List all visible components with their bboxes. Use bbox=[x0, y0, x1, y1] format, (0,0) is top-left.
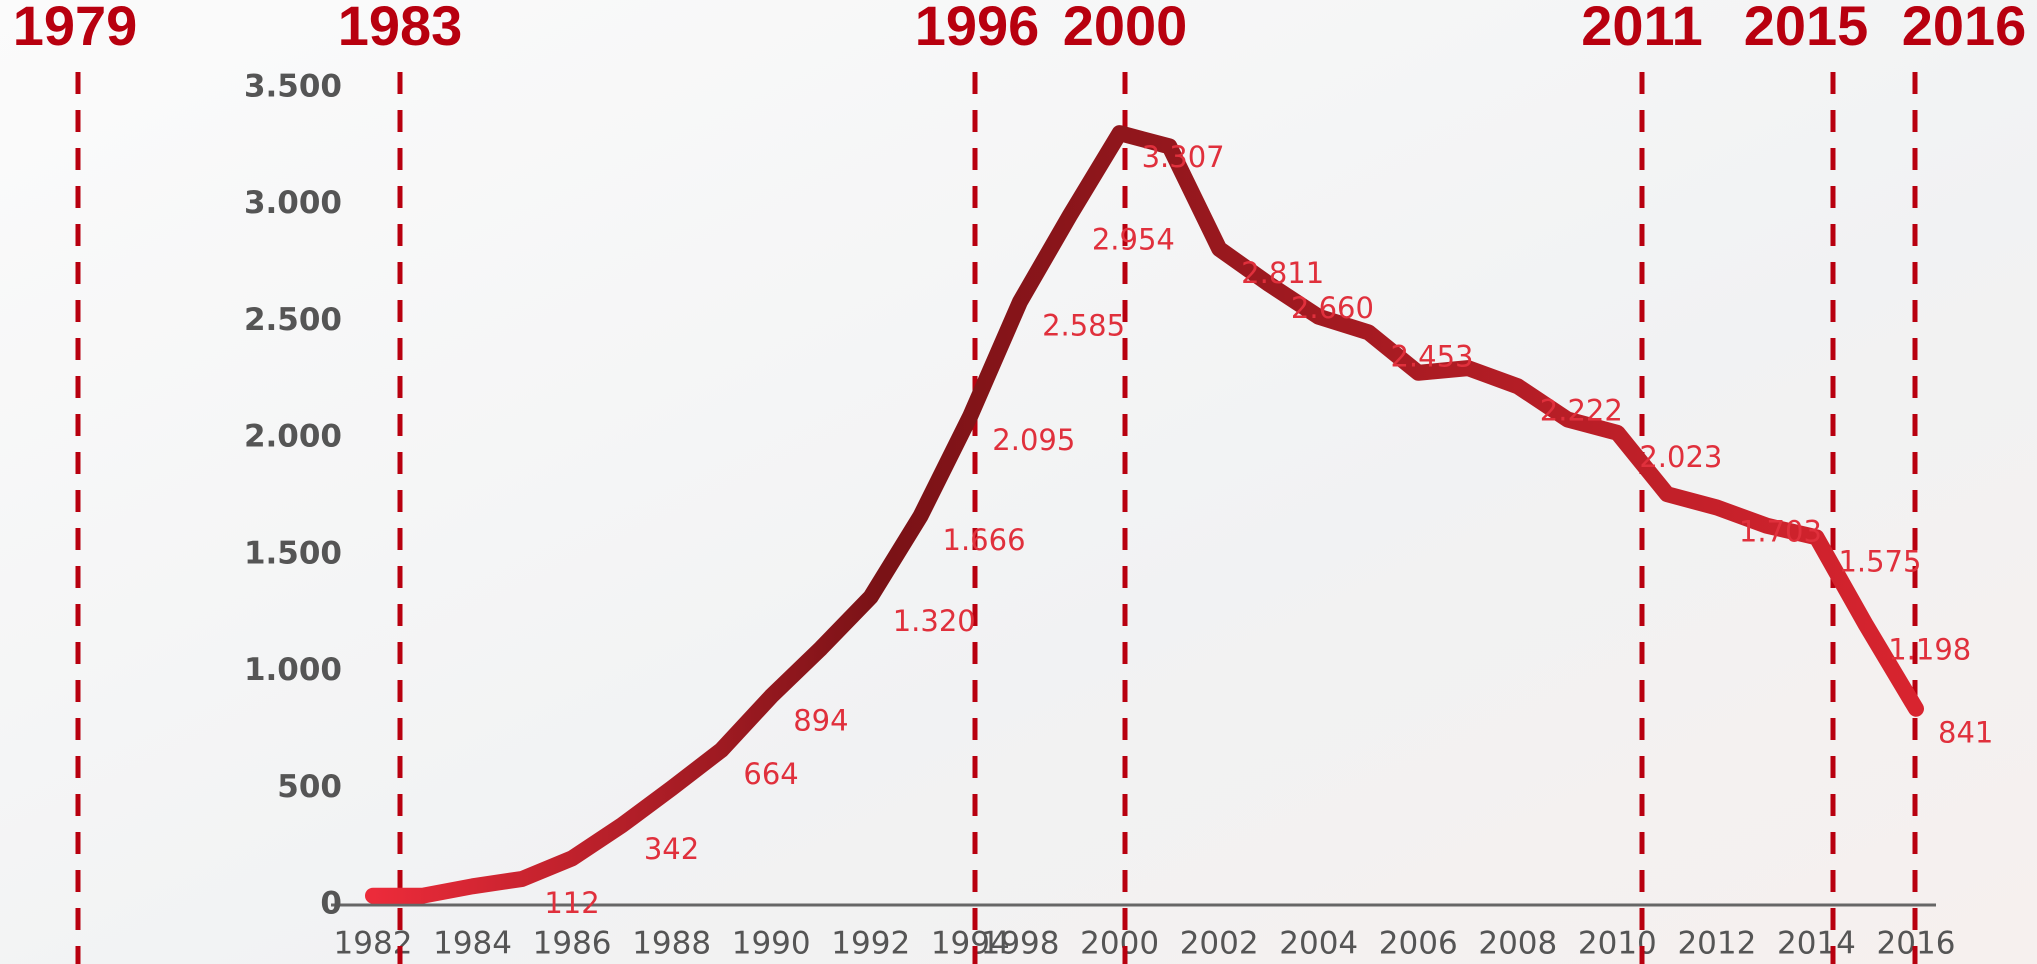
value-label: 841 bbox=[1938, 716, 1993, 750]
y-tick-label: 3.500 bbox=[244, 69, 342, 105]
y-tick-label: 0 bbox=[320, 886, 342, 922]
marker-label: 1983 bbox=[338, 0, 463, 57]
value-label: 1.320 bbox=[893, 604, 976, 638]
x-tick-label: 2006 bbox=[1379, 926, 1458, 962]
marker-label: 2016 bbox=[1902, 0, 2027, 57]
value-label: 112 bbox=[544, 886, 599, 920]
x-tick-label: 1988 bbox=[632, 926, 711, 962]
value-label: 2.095 bbox=[992, 423, 1075, 457]
value-label: 1.666 bbox=[943, 523, 1026, 557]
y-tick-label: 1.000 bbox=[244, 652, 342, 688]
marker-label: 2011 bbox=[1581, 0, 1703, 57]
value-label: 2.222 bbox=[1540, 393, 1623, 427]
x-tick-label: 2002 bbox=[1180, 926, 1259, 962]
x-tick-label: 2010 bbox=[1578, 926, 1657, 962]
x-tick-label: 1998 bbox=[981, 926, 1060, 962]
value-label: 894 bbox=[793, 703, 848, 737]
background bbox=[0, 0, 2037, 964]
x-tick-label: 2012 bbox=[1677, 926, 1756, 962]
value-label: 2.023 bbox=[1639, 440, 1722, 474]
value-label: 1.703 bbox=[1739, 514, 1822, 548]
chart: 05001.0001.5002.0002.5003.0003.500198219… bbox=[0, 0, 2037, 964]
x-tick-label: 1990 bbox=[732, 926, 811, 962]
value-label: 2.954 bbox=[1092, 222, 1175, 256]
y-tick-label: 2.500 bbox=[244, 302, 342, 338]
marker-label: 1979 bbox=[13, 0, 138, 57]
value-label: 2.453 bbox=[1390, 339, 1473, 373]
y-tick-label: 1.500 bbox=[244, 535, 342, 571]
value-label: 2.585 bbox=[1042, 309, 1125, 343]
page: {"chart_data": { "type": "line", "catego… bbox=[0, 0, 2037, 964]
x-tick-label: 2000 bbox=[1080, 926, 1159, 962]
value-label: 342 bbox=[644, 832, 699, 866]
x-tick-label: 1984 bbox=[433, 926, 512, 962]
y-tick-label: 3.000 bbox=[244, 185, 342, 221]
value-label: 1.575 bbox=[1838, 544, 1921, 578]
x-tick-label: 2004 bbox=[1279, 926, 1358, 962]
x-tick-label: 2008 bbox=[1478, 926, 1557, 962]
value-label: 3.307 bbox=[1142, 140, 1225, 174]
x-tick-label: 2014 bbox=[1777, 926, 1856, 962]
y-tick-label: 2.000 bbox=[244, 419, 342, 455]
marker-label: 1996 bbox=[915, 0, 1040, 57]
value-label: 1.198 bbox=[1888, 632, 1971, 666]
x-tick-label: 1986 bbox=[533, 926, 612, 962]
value-label: 2.660 bbox=[1291, 291, 1374, 325]
x-tick-label: 1992 bbox=[831, 926, 910, 962]
y-tick-label: 500 bbox=[277, 769, 342, 805]
value-label: 664 bbox=[743, 757, 798, 791]
marker-label: 2015 bbox=[1744, 0, 1869, 57]
value-label: 2.811 bbox=[1241, 256, 1324, 290]
marker-label: 2000 bbox=[1063, 0, 1188, 57]
